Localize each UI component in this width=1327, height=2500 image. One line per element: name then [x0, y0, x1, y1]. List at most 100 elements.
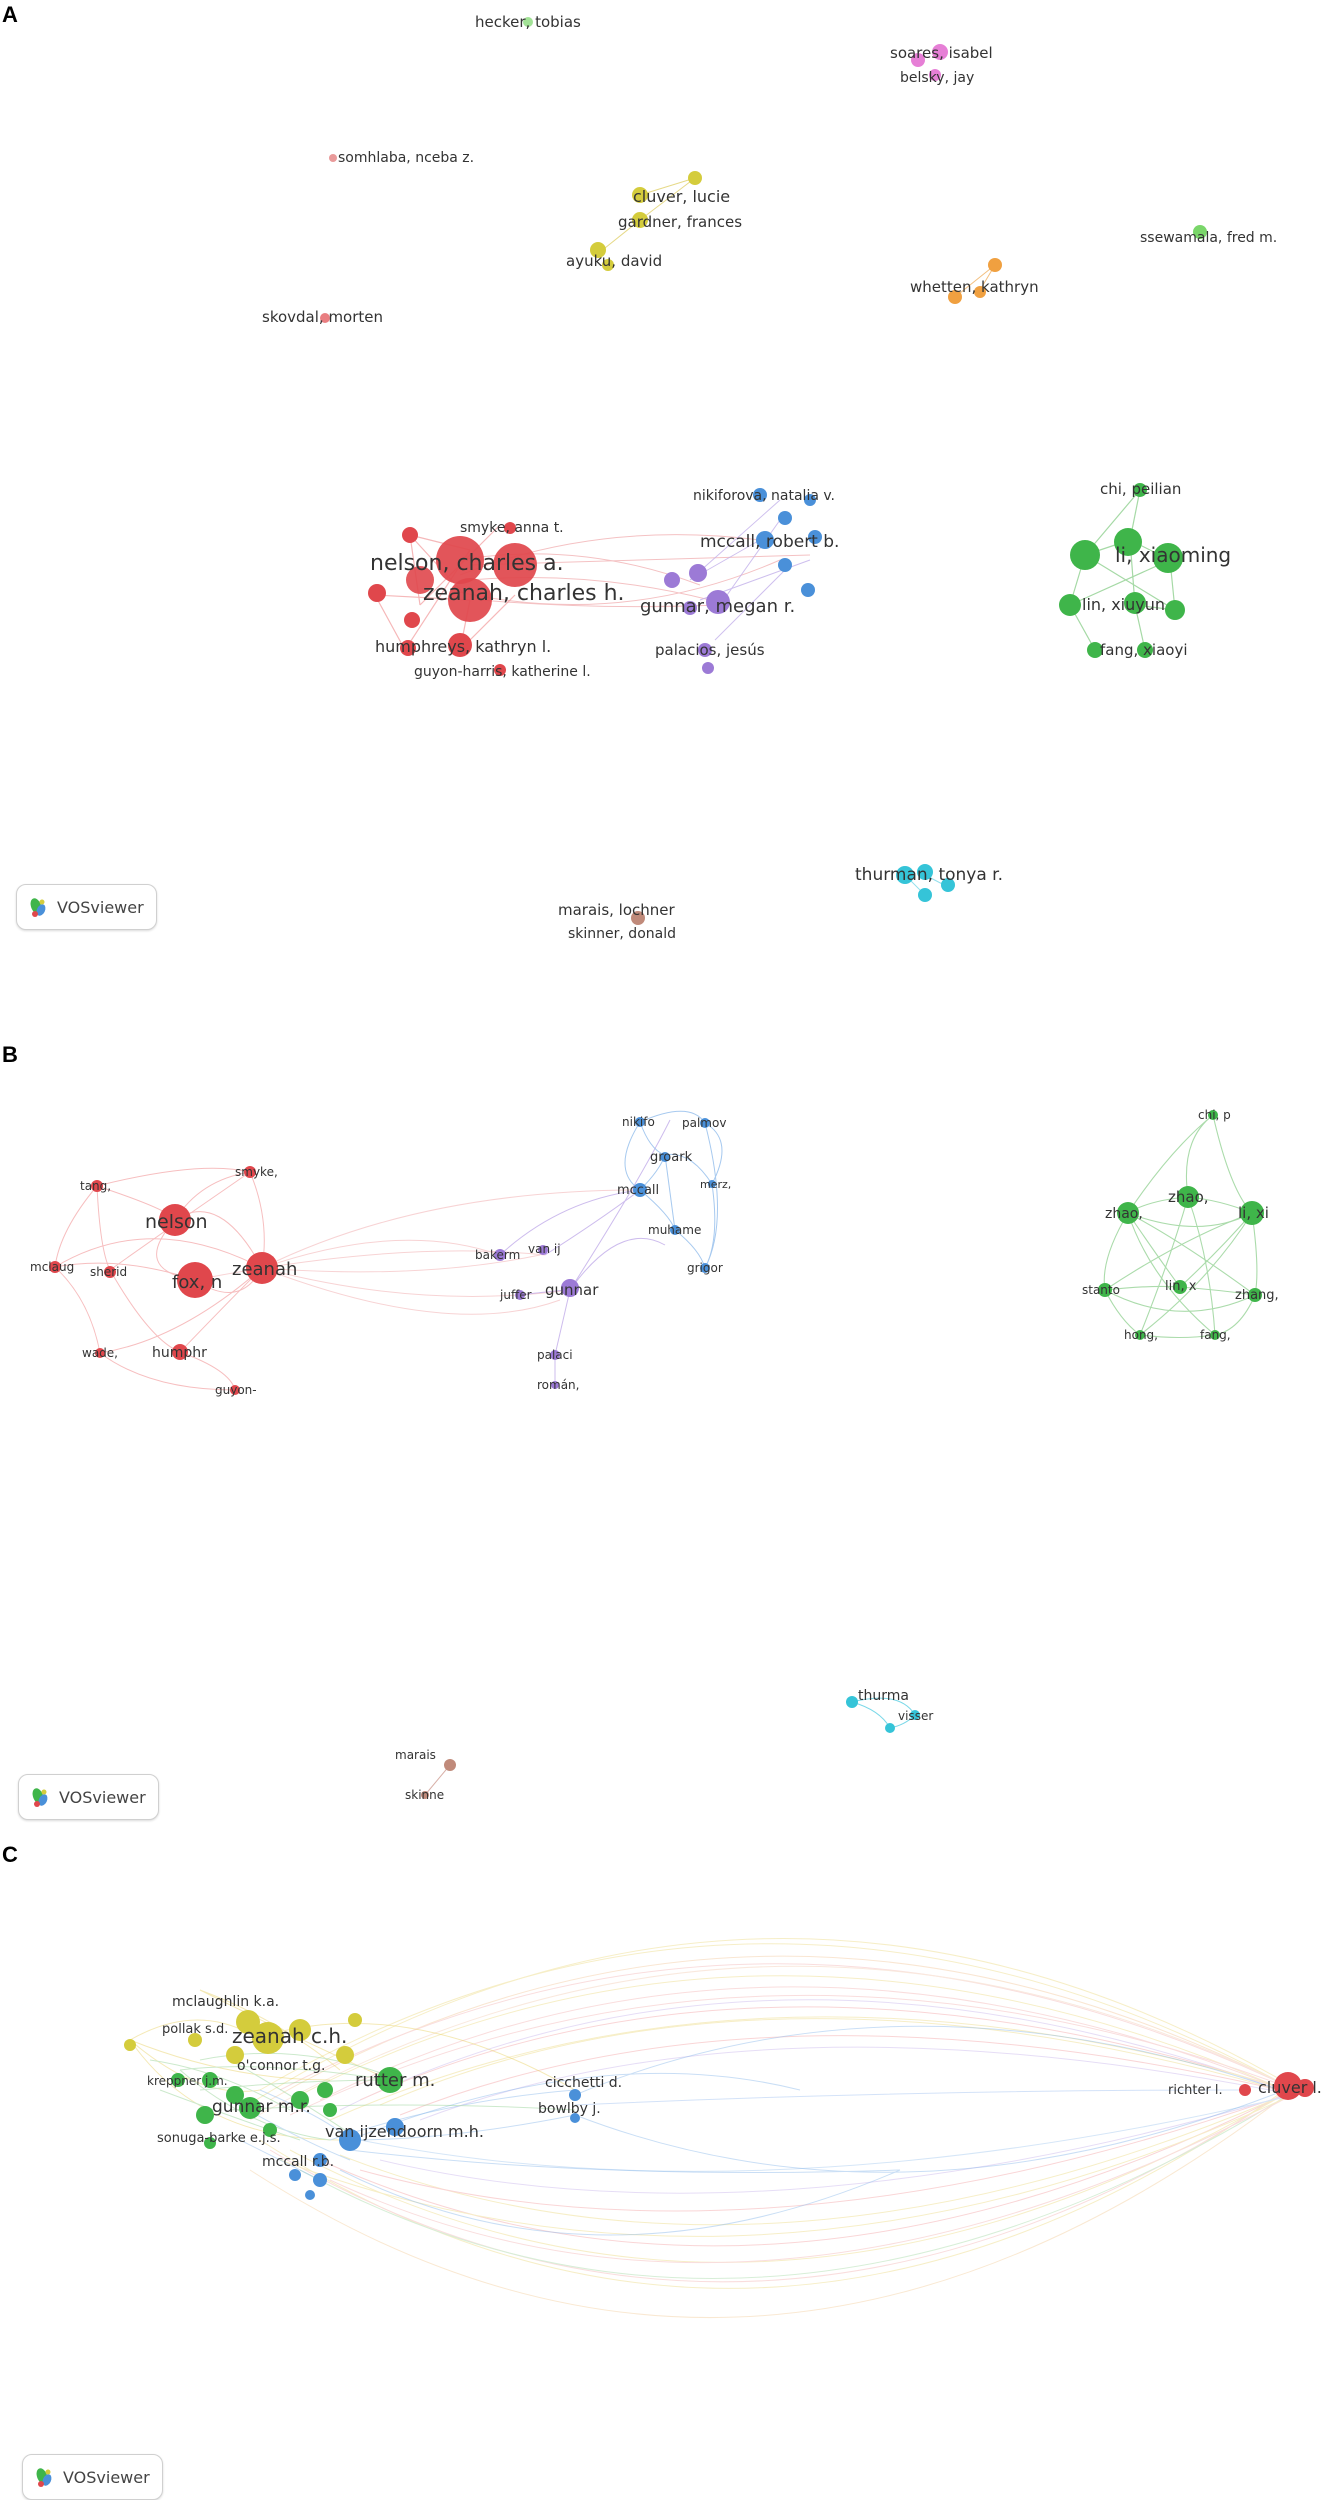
node[interactable] — [700, 1263, 710, 1273]
node[interactable] — [368, 584, 386, 602]
node[interactable] — [313, 2153, 327, 2167]
node[interactable] — [698, 643, 712, 657]
node[interactable] — [1059, 594, 1081, 616]
node[interactable] — [1177, 1186, 1199, 1208]
node[interactable] — [633, 1183, 647, 1197]
node[interactable] — [846, 1696, 858, 1708]
node[interactable] — [448, 578, 492, 622]
node[interactable] — [1210, 1330, 1220, 1340]
node[interactable] — [1070, 540, 1100, 570]
node[interactable] — [569, 2089, 581, 2101]
node[interactable] — [1135, 1330, 1145, 1340]
node[interactable] — [706, 590, 730, 614]
node[interactable] — [538, 1245, 548, 1255]
node[interactable] — [320, 313, 330, 323]
node[interactable] — [602, 259, 614, 271]
node[interactable] — [1239, 2084, 1251, 2096]
node[interactable] — [635, 1117, 645, 1127]
node[interactable] — [808, 530, 822, 544]
node[interactable] — [448, 633, 472, 657]
node[interactable] — [329, 154, 337, 162]
node[interactable] — [778, 558, 792, 572]
node[interactable] — [323, 2103, 337, 2117]
node[interactable] — [289, 2019, 311, 2041]
node[interactable] — [570, 2113, 580, 2123]
node[interactable] — [263, 2123, 277, 2137]
node[interactable] — [124, 2039, 136, 2051]
node[interactable] — [421, 1791, 429, 1799]
node[interactable] — [1114, 528, 1142, 556]
node[interactable] — [700, 1118, 710, 1128]
node[interactable] — [1240, 1201, 1264, 1225]
node[interactable] — [305, 2190, 315, 2200]
node[interactable] — [226, 2086, 244, 2104]
node[interactable] — [1137, 642, 1153, 658]
node[interactable] — [313, 2173, 327, 2187]
node[interactable] — [236, 2010, 260, 2034]
node[interactable] — [885, 1723, 895, 1733]
node[interactable] — [551, 1381, 559, 1389]
node[interactable] — [550, 1350, 560, 1360]
node[interactable] — [204, 2137, 216, 2149]
node[interactable] — [1173, 1280, 1187, 1294]
node[interactable] — [918, 888, 932, 902]
node[interactable] — [386, 2118, 404, 2136]
node[interactable] — [660, 1152, 670, 1162]
node[interactable] — [404, 612, 420, 628]
node[interactable] — [1248, 1288, 1262, 1302]
node[interactable] — [1133, 483, 1147, 497]
node[interactable] — [1098, 1283, 1112, 1297]
node[interactable] — [561, 1279, 579, 1297]
node[interactable] — [289, 2169, 301, 2181]
node[interactable] — [948, 290, 962, 304]
node[interactable] — [974, 286, 986, 298]
node[interactable] — [196, 2106, 214, 2124]
node[interactable] — [400, 640, 416, 656]
node[interactable] — [1087, 642, 1103, 658]
network-map-c[interactable]: mclaughlin k.a. pollak s.d. zeanah c.h. … — [0, 1840, 1327, 2500]
node[interactable] — [1165, 600, 1185, 620]
node[interactable] — [632, 187, 648, 203]
node[interactable] — [683, 601, 697, 615]
node[interactable] — [493, 543, 537, 587]
node[interactable] — [756, 531, 774, 549]
node[interactable] — [941, 878, 955, 892]
node[interactable] — [436, 536, 484, 584]
node[interactable] — [348, 2013, 362, 2027]
node[interactable] — [523, 17, 533, 27]
node[interactable] — [515, 1290, 525, 1300]
node[interactable] — [910, 1710, 920, 1720]
node[interactable] — [1117, 1202, 1139, 1224]
node[interactable] — [702, 662, 714, 674]
node[interactable] — [444, 1759, 456, 1771]
node[interactable] — [494, 664, 506, 676]
node[interactable] — [291, 2091, 309, 2109]
node[interactable] — [753, 488, 767, 502]
network-map-b[interactable]: nelson fox, n zeanah smyke, tang, mclaug… — [0, 1040, 1327, 1840]
node[interactable] — [244, 1166, 256, 1178]
node[interactable] — [172, 1344, 188, 1360]
node[interactable] — [778, 511, 792, 525]
node[interactable] — [688, 171, 702, 185]
node[interactable] — [590, 242, 606, 258]
node[interactable] — [239, 2097, 261, 2119]
node[interactable] — [504, 522, 516, 534]
node[interactable] — [104, 1266, 116, 1278]
node[interactable] — [631, 911, 645, 925]
node[interactable] — [246, 1252, 278, 1284]
node[interactable] — [252, 2022, 284, 2054]
node[interactable] — [1193, 225, 1207, 239]
node[interactable] — [708, 1180, 716, 1188]
node[interactable] — [932, 44, 948, 60]
node[interactable] — [377, 2067, 403, 2093]
node[interactable] — [911, 53, 925, 67]
node[interactable] — [49, 1261, 61, 1273]
node[interactable] — [917, 864, 933, 880]
node[interactable] — [188, 2033, 202, 2047]
node[interactable] — [402, 527, 418, 543]
node[interactable] — [1124, 592, 1146, 614]
node[interactable] — [159, 1204, 191, 1236]
node[interactable] — [171, 2073, 185, 2087]
node[interactable] — [406, 566, 434, 594]
node[interactable] — [929, 69, 941, 81]
